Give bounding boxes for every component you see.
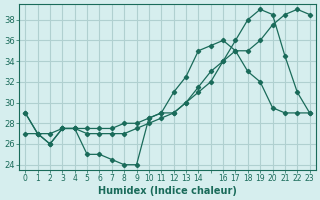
X-axis label: Humidex (Indice chaleur): Humidex (Indice chaleur) [98, 186, 237, 196]
